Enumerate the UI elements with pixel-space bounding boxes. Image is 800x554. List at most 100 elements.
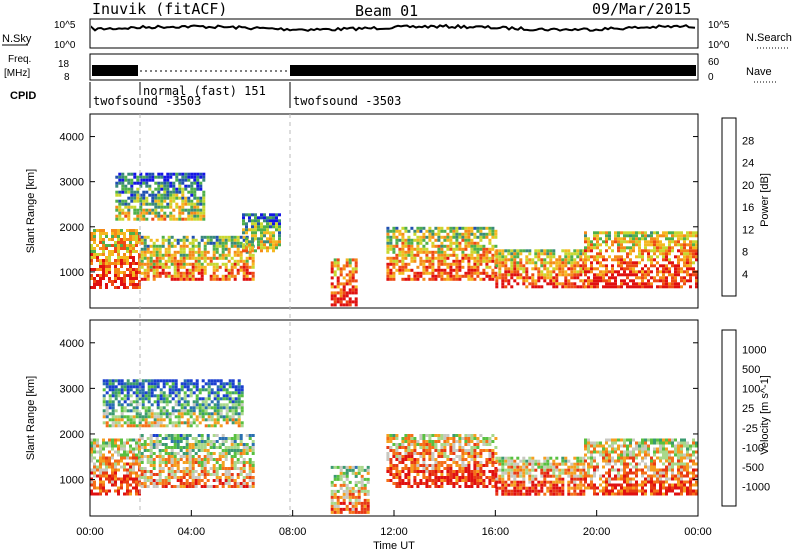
data-cell	[605, 258, 608, 262]
data-cell	[476, 226, 480, 230]
data-cell	[507, 471, 511, 475]
data-cell	[146, 455, 150, 458]
station-title: Inuvik (fitACF)	[92, 0, 227, 18]
data-cell	[130, 184, 134, 188]
data-cell	[458, 446, 462, 449]
data-cell	[99, 447, 102, 451]
data-cell	[132, 262, 135, 265]
data-cell	[689, 276, 692, 280]
data-cell	[231, 415, 235, 419]
data-cell	[446, 476, 450, 479]
data-cell	[602, 465, 605, 469]
data-cell	[626, 255, 629, 259]
data-cell	[251, 228, 254, 232]
data-cell	[653, 258, 656, 262]
data-cell	[345, 273, 349, 277]
freq-panel: Freq. [MHz] 18 8 60 0 Nave	[4, 53, 776, 83]
data-cell	[245, 271, 249, 275]
data-cell	[593, 273, 596, 277]
data-cell	[143, 485, 147, 488]
data-cell	[413, 437, 417, 440]
data-cell	[446, 458, 450, 461]
data-cell	[345, 300, 349, 304]
data-cell	[584, 252, 587, 256]
data-cell	[272, 249, 275, 253]
data-cell	[419, 226, 423, 230]
data-cell	[473, 464, 477, 467]
data-cell	[257, 219, 260, 223]
data-cell	[434, 238, 438, 242]
data-cell	[528, 468, 532, 472]
data-cell	[145, 217, 149, 221]
data-cell	[482, 271, 486, 275]
data-cell	[498, 477, 502, 481]
data-cell	[401, 482, 405, 485]
data-cell	[620, 261, 623, 265]
data-cell	[348, 492, 352, 496]
data-cell	[476, 250, 480, 254]
data-cell	[199, 172, 203, 176]
data-cell	[416, 235, 420, 239]
data-cell	[552, 249, 556, 253]
data-cell	[407, 473, 411, 476]
data-cell	[195, 424, 199, 428]
data-cell	[528, 474, 532, 478]
data-cell	[488, 458, 492, 461]
data-cell	[144, 391, 148, 395]
data-cell	[138, 447, 141, 451]
data-cell	[614, 240, 617, 244]
data-cell	[611, 486, 614, 490]
data-cell	[130, 172, 134, 176]
data-cell	[656, 246, 659, 250]
data-cell	[203, 259, 207, 263]
data-cell	[398, 461, 402, 464]
data-cell	[239, 265, 243, 269]
data-cell	[590, 480, 593, 484]
data-cell	[185, 449, 189, 452]
data-cell	[584, 459, 587, 463]
data-cell	[221, 473, 225, 476]
data-cell	[143, 244, 147, 248]
data-cell	[561, 486, 565, 490]
data-cell	[162, 424, 166, 428]
data-cell	[510, 480, 514, 484]
data-cell	[167, 244, 171, 248]
data-cell	[118, 172, 122, 176]
data-cell	[123, 394, 127, 398]
data-cell	[671, 261, 674, 265]
data-cell	[132, 247, 135, 250]
data-cell	[278, 228, 281, 232]
data-cell	[659, 246, 662, 250]
data-cell	[599, 483, 602, 487]
data-cell	[626, 486, 629, 490]
data-cell	[188, 464, 192, 467]
data-cell	[605, 270, 608, 274]
data-cell	[172, 217, 176, 221]
data-cell	[231, 379, 235, 383]
data-cell	[234, 385, 238, 389]
data-cell	[410, 470, 414, 473]
data-cell	[99, 268, 102, 271]
data-cell	[683, 249, 686, 253]
data-cell	[582, 258, 586, 262]
data-cell	[176, 434, 180, 437]
data-cell	[494, 446, 498, 449]
data-cell	[173, 443, 177, 446]
data-cell	[339, 486, 343, 490]
data-cell	[561, 456, 565, 460]
data-cell	[123, 382, 127, 386]
data-cell	[593, 255, 596, 259]
data-cell	[239, 473, 243, 476]
data-cell	[579, 270, 583, 274]
data-cell	[431, 235, 435, 239]
data-cell	[135, 388, 139, 392]
data-cell	[339, 291, 343, 295]
data-cell	[191, 485, 195, 488]
data-cell	[218, 479, 222, 482]
data-cell	[590, 456, 593, 460]
data-cell	[120, 265, 123, 268]
data-cell	[510, 249, 514, 253]
data-cell	[501, 462, 505, 466]
data-cell	[354, 270, 358, 274]
data-cell	[108, 403, 112, 407]
